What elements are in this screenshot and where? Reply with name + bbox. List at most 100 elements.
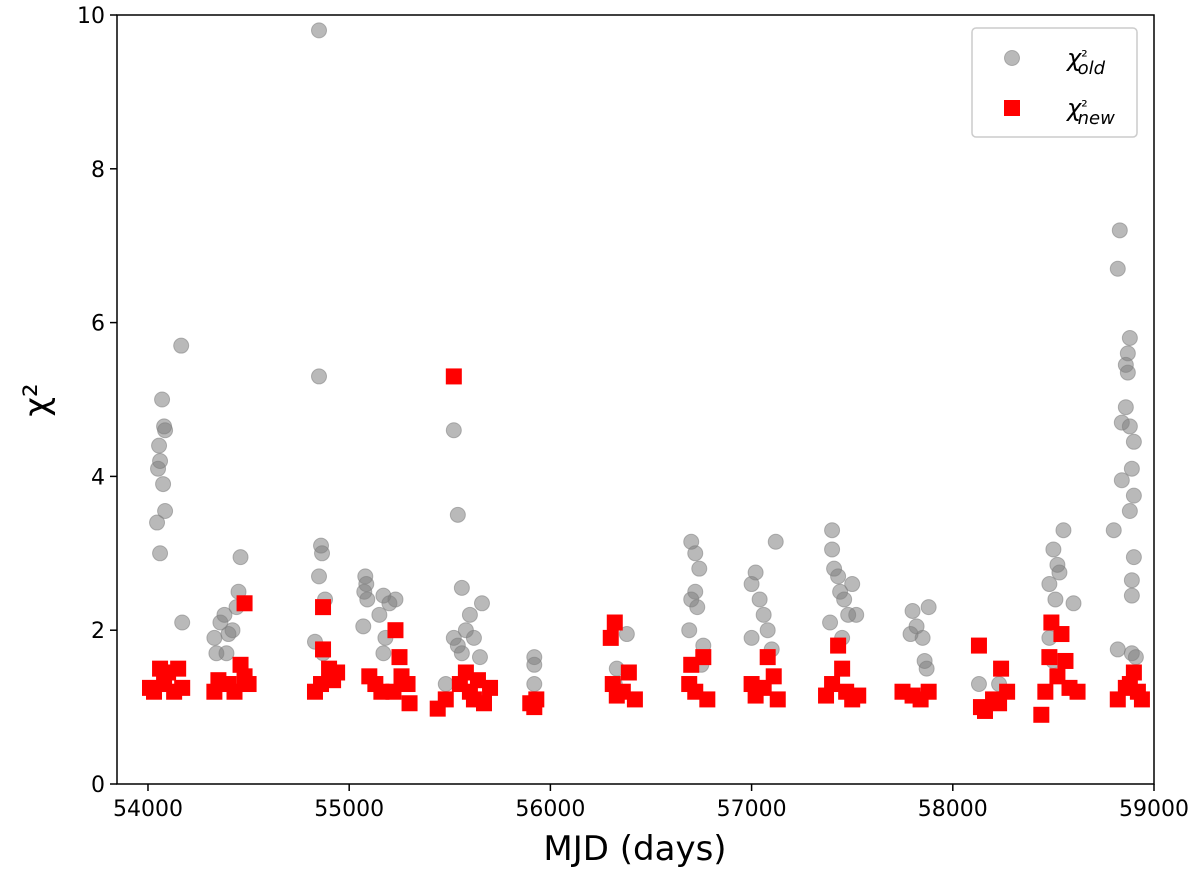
point	[1133, 691, 1150, 708]
point	[1045, 541, 1062, 558]
point	[218, 645, 235, 662]
legend-label: χ² old	[1065, 44, 1106, 79]
y-tick-label: 10	[77, 4, 105, 29]
point	[224, 622, 241, 639]
plot-frame	[116, 14, 1155, 785]
point	[1041, 649, 1058, 666]
point	[1123, 460, 1140, 477]
x-tick-label: 58000	[918, 797, 988, 822]
point	[173, 337, 190, 354]
point	[445, 368, 462, 385]
point	[681, 622, 698, 639]
point	[618, 626, 635, 643]
x-tick-label: 59000	[1119, 797, 1189, 822]
point	[1121, 503, 1138, 520]
point	[1125, 487, 1142, 504]
point	[1047, 591, 1064, 608]
point	[475, 695, 492, 712]
point	[765, 668, 782, 685]
point	[314, 545, 331, 562]
point	[445, 422, 462, 439]
point	[1127, 649, 1144, 666]
point	[759, 649, 776, 666]
point	[453, 579, 470, 596]
point	[747, 564, 764, 581]
point	[687, 545, 704, 562]
point	[157, 503, 174, 520]
point	[1123, 587, 1140, 604]
point	[1033, 706, 1050, 723]
point	[359, 591, 376, 608]
point	[902, 626, 919, 643]
point	[606, 614, 623, 631]
point	[991, 695, 1008, 712]
point	[174, 614, 191, 631]
point	[834, 660, 851, 677]
x-tick-label: 57000	[717, 797, 787, 822]
point	[387, 591, 404, 608]
point	[830, 637, 847, 654]
point	[836, 591, 853, 608]
point	[993, 660, 1010, 677]
point	[1125, 433, 1142, 450]
legend-label: χ² new	[1065, 94, 1115, 129]
y-tick-label: 6	[91, 312, 105, 337]
point	[695, 649, 712, 666]
point	[824, 541, 841, 558]
point	[155, 476, 172, 493]
point	[1049, 668, 1066, 685]
point	[482, 679, 499, 696]
point	[1125, 549, 1142, 566]
point	[311, 368, 328, 385]
point	[1113, 472, 1130, 489]
point	[385, 683, 402, 700]
point	[920, 599, 937, 616]
point	[1119, 364, 1136, 381]
point	[844, 576, 861, 593]
point	[315, 641, 332, 658]
point	[313, 676, 330, 693]
point	[1109, 260, 1126, 277]
point	[449, 506, 466, 523]
point	[437, 691, 454, 708]
point	[329, 664, 346, 681]
point	[151, 437, 168, 454]
y-tick-label: 2	[91, 619, 105, 644]
point	[453, 645, 470, 662]
point	[830, 568, 847, 585]
point	[699, 691, 716, 708]
y-axis-label: χ²	[17, 383, 57, 416]
legend-marker	[1004, 100, 1020, 116]
y-tick-label: 8	[91, 158, 105, 183]
point	[1121, 329, 1138, 346]
point	[614, 683, 631, 700]
point	[689, 599, 706, 616]
point	[751, 591, 768, 608]
y-tick-label: 4	[91, 465, 105, 490]
point	[457, 664, 474, 681]
point	[1057, 652, 1074, 669]
x-tick-label: 56000	[515, 797, 585, 822]
legend-marker	[1004, 50, 1020, 66]
point	[970, 637, 987, 654]
point	[157, 422, 174, 439]
point	[236, 595, 253, 612]
point	[373, 683, 390, 700]
point	[216, 606, 233, 623]
point	[848, 606, 865, 623]
point	[526, 676, 543, 693]
point	[149, 514, 166, 531]
point	[371, 606, 388, 623]
x-tick-label: 55000	[314, 797, 384, 822]
point	[240, 676, 257, 693]
point	[626, 691, 643, 708]
point	[759, 622, 776, 639]
point	[1121, 676, 1138, 693]
point	[226, 683, 243, 700]
point	[1065, 595, 1082, 612]
point	[904, 602, 921, 619]
point	[1123, 572, 1140, 589]
point	[1111, 222, 1128, 239]
